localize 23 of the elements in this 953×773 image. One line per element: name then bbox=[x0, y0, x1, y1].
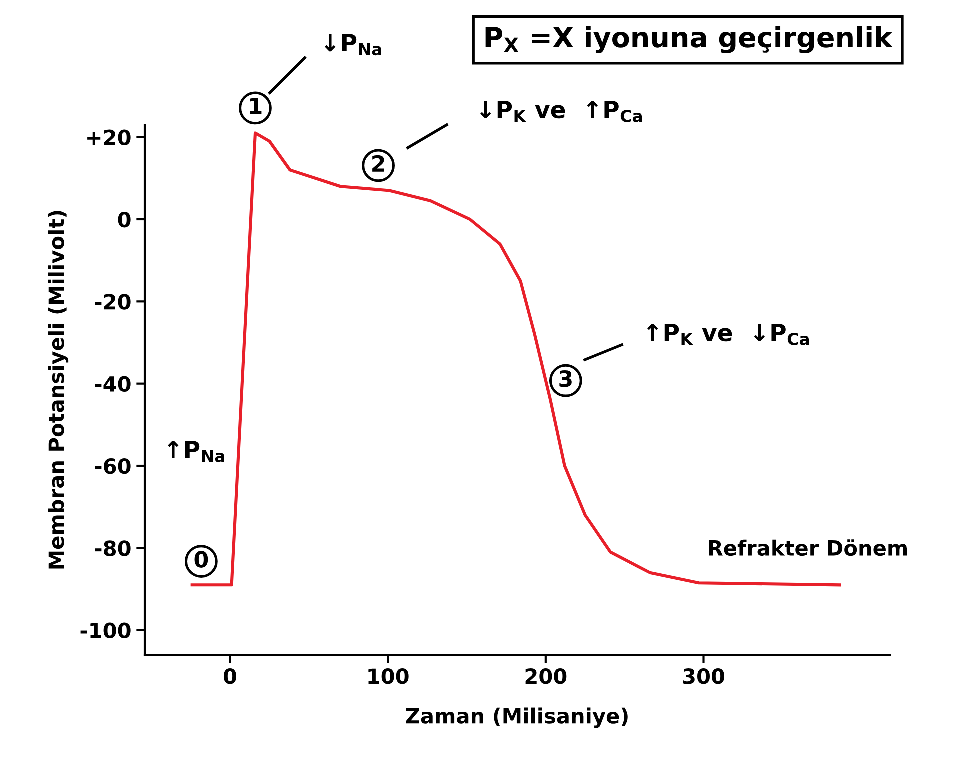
x-tick-label: 200 bbox=[526, 668, 567, 684]
y-axis-title: Membran Potansiyeli (Milivolt) bbox=[48, 211, 69, 569]
annotation: 2 bbox=[372, 155, 384, 172]
annotation: ↑P$_{Na}$ bbox=[168, 441, 224, 462]
y-tick-label: -100 bbox=[80, 622, 131, 639]
annotation: 3 bbox=[560, 370, 572, 388]
text: P$_{X}$ =X iyonuna geçirgenlik bbox=[486, 26, 894, 54]
annotation: Refrakter Dönem bbox=[709, 540, 908, 556]
x-tick-label: 300 bbox=[683, 668, 724, 684]
y-tick-label: -40 bbox=[95, 376, 131, 392]
x-axis-title: Zaman (Milisaniye) bbox=[406, 708, 628, 728]
annotation: ↑P$_{K}$ ve ↓P$_{Ca}$ bbox=[648, 324, 810, 346]
y-tick-label: -80 bbox=[95, 540, 131, 556]
annotation: 0 bbox=[194, 551, 208, 568]
x-tick-label: 0 bbox=[224, 668, 236, 684]
annotation: 1 bbox=[250, 98, 262, 114]
y-tick-label: -20 bbox=[95, 294, 131, 310]
y-tick-label: +20 bbox=[88, 130, 131, 146]
y-tick-label: -60 bbox=[95, 458, 131, 474]
x-tick-label: 100 bbox=[368, 668, 409, 684]
y-tick-label: 0 bbox=[118, 212, 131, 228]
text: ↓P$_{K}$ ve ↑P$_{Ca}$ bbox=[480, 101, 642, 122]
text: ↓P$_{Na}$ bbox=[325, 34, 382, 56]
